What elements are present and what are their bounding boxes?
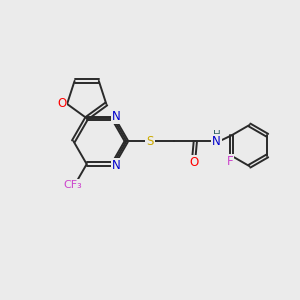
Text: N: N bbox=[212, 135, 221, 148]
Text: F: F bbox=[227, 155, 233, 168]
Text: N: N bbox=[112, 159, 121, 172]
Text: O: O bbox=[189, 156, 199, 169]
Text: N: N bbox=[112, 110, 121, 123]
Text: CF₃: CF₃ bbox=[63, 180, 82, 190]
Text: S: S bbox=[146, 135, 154, 148]
Text: O: O bbox=[57, 98, 66, 110]
Text: H: H bbox=[213, 130, 220, 140]
